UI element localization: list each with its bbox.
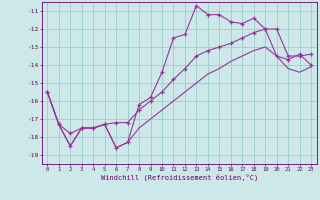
X-axis label: Windchill (Refroidissement éolien,°C): Windchill (Refroidissement éolien,°C) [100,173,258,181]
